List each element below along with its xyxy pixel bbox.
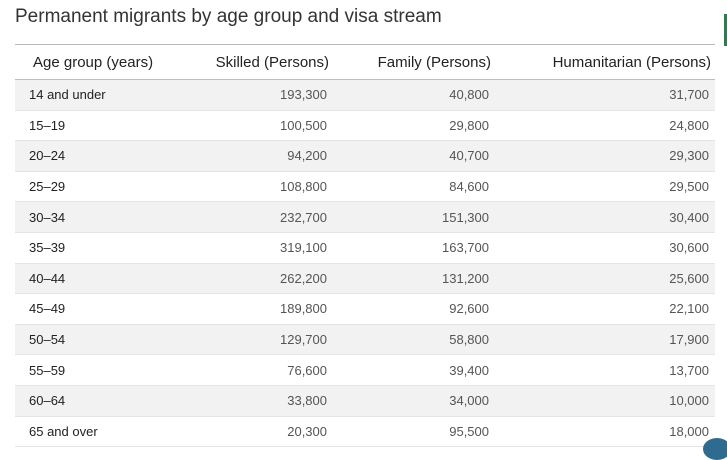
skilled-cell: 108,800 <box>183 171 333 203</box>
table-row: 25–29 108,800 84,600 29,500 <box>15 171 715 203</box>
skilled-cell: 20,300 <box>183 416 333 448</box>
column-header-family[interactable]: Family (Persons) <box>333 45 495 80</box>
table-row: 40–44 262,200 131,200 25,600 <box>15 263 715 295</box>
family-cell: 39,400 <box>333 354 495 386</box>
column-header-humanitarian[interactable]: Humanitarian (Persons) <box>495 45 715 80</box>
column-header-skilled[interactable]: Skilled (Persons) <box>183 45 333 80</box>
age-group-cell: 20–24 <box>15 140 183 172</box>
skilled-cell: 33,800 <box>183 385 333 417</box>
table-row: 35–39 319,100 163,700 30,600 <box>15 232 715 264</box>
table-row: 65 and over 20,300 95,500 18,000 <box>15 416 715 448</box>
family-cell: 151,300 <box>333 201 495 233</box>
skilled-cell: 100,500 <box>183 110 333 142</box>
table-row: 45–49 189,800 92,600 22,100 <box>15 293 715 325</box>
age-group-cell: 35–39 <box>15 232 183 264</box>
humanitarian-cell: 30,400 <box>495 201 715 233</box>
migrants-table: Age group (years) Skilled (Persons) Fami… <box>15 45 715 448</box>
age-group-cell: 40–44 <box>15 263 183 295</box>
family-cell: 29,800 <box>333 110 495 142</box>
age-group-cell: 55–59 <box>15 354 183 386</box>
skilled-cell: 129,700 <box>183 324 333 356</box>
table-row: 60–64 33,800 34,000 10,000 <box>15 385 715 417</box>
data-table-container: Age group (years) Skilled (Persons) Fami… <box>15 44 715 448</box>
table-row: 14 and under 193,300 40,800 31,700 <box>15 79 715 111</box>
age-group-cell: 65 and over <box>15 416 183 448</box>
skilled-cell: 193,300 <box>183 79 333 111</box>
age-group-cell: 60–64 <box>15 385 183 417</box>
age-group-cell: 50–54 <box>15 324 183 356</box>
family-cell: 40,700 <box>333 140 495 172</box>
age-group-cell: 14 and under <box>15 79 183 111</box>
skilled-cell: 232,700 <box>183 201 333 233</box>
humanitarian-cell: 22,100 <box>495 293 715 325</box>
skilled-cell: 262,200 <box>183 263 333 295</box>
table-row: 50–54 129,700 58,800 17,900 <box>15 324 715 356</box>
table-row: 55–59 76,600 39,400 13,700 <box>15 354 715 386</box>
family-cell: 40,800 <box>333 79 495 111</box>
skilled-cell: 319,100 <box>183 232 333 264</box>
age-group-cell: 45–49 <box>15 293 183 325</box>
skilled-cell: 76,600 <box>183 354 333 386</box>
humanitarian-cell: 24,800 <box>495 110 715 142</box>
humanitarian-cell: 30,600 <box>495 232 715 264</box>
table-row: 15–19 100,500 29,800 24,800 <box>15 110 715 142</box>
humanitarian-cell: 29,500 <box>495 171 715 203</box>
page-title: Permanent migrants by age group and visa… <box>15 6 442 27</box>
table-top-rule <box>15 44 715 45</box>
humanitarian-cell: 13,700 <box>495 354 715 386</box>
age-group-cell: 15–19 <box>15 110 183 142</box>
humanitarian-cell: 31,700 <box>495 79 715 111</box>
accent-bar <box>724 14 727 46</box>
humanitarian-cell: 17,900 <box>495 324 715 356</box>
table-body: 14 and under 193,300 40,800 31,700 15–19 100,… <box>15 79 715 448</box>
family-cell: 34,000 <box>333 385 495 417</box>
humanitarian-cell: 10,000 <box>495 385 715 417</box>
column-header-age-group[interactable]: Age group (years) <box>15 45 183 80</box>
family-cell: 84,600 <box>333 171 495 203</box>
family-cell: 163,700 <box>333 232 495 264</box>
family-cell: 92,600 <box>333 293 495 325</box>
family-cell: 58,800 <box>333 324 495 356</box>
table-row: 30–34 232,700 151,300 30,400 <box>15 201 715 233</box>
age-group-cell: 25–29 <box>15 171 183 203</box>
humanitarian-cell: 18,000 <box>495 416 715 448</box>
skilled-cell: 189,800 <box>183 293 333 325</box>
humanitarian-cell: 29,300 <box>495 140 715 172</box>
scroll-indicator[interactable] <box>703 438 727 460</box>
family-cell: 131,200 <box>333 263 495 295</box>
table-row: 20–24 94,200 40,700 29,300 <box>15 140 715 172</box>
humanitarian-cell: 25,600 <box>495 263 715 295</box>
age-group-cell: 30–34 <box>15 201 183 233</box>
table-header-row: Age group (years) Skilled (Persons) Fami… <box>15 45 715 80</box>
skilled-cell: 94,200 <box>183 140 333 172</box>
family-cell: 95,500 <box>333 416 495 448</box>
